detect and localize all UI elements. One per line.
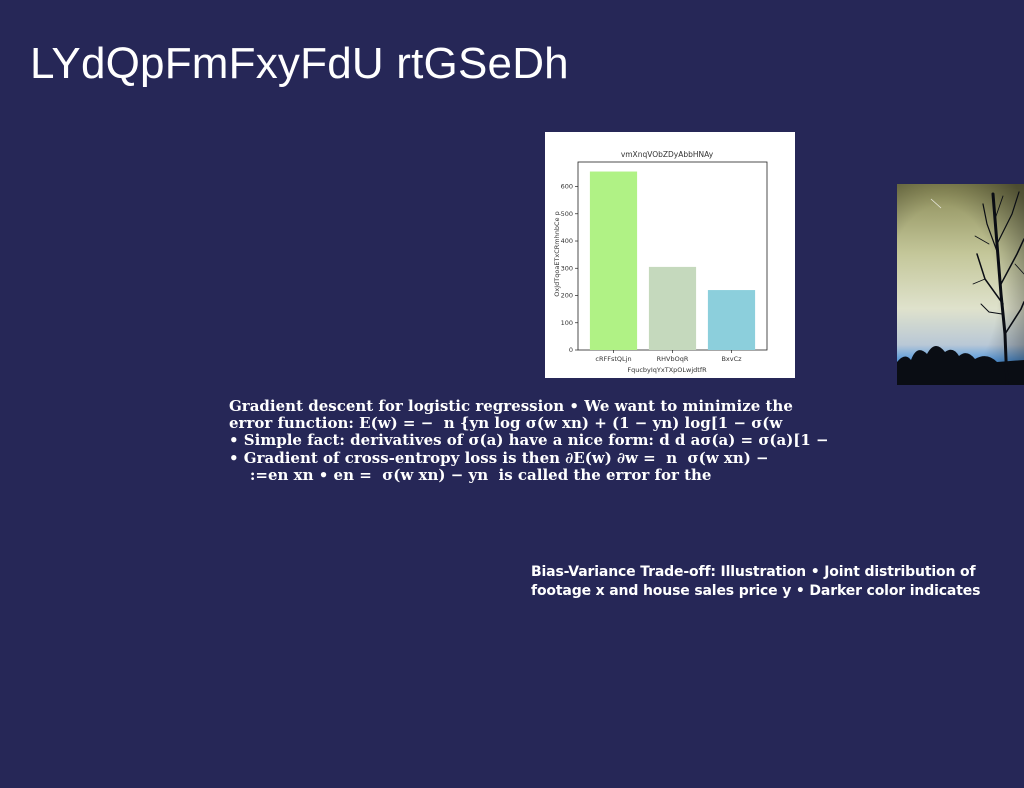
chart-title: vmXnqVObZDyAbbHNAy [621,150,714,159]
slide-title: LYdQpFmFxyFdU rtGSeDh [30,39,569,88]
text-line: • Simple fact: derivatives of σ(a) have … [229,432,829,450]
chart-y-tick-label: 400 [561,237,573,245]
chart-x-tick-label: BxvCz [721,355,742,363]
logistic-regression-text: Gradient descent for logistic regression… [229,398,889,484]
text-line: • Gradient of cross-entropy loss is then… [229,449,769,467]
text-line: Bias-Variance Trade-off: Illustration • … [531,564,976,580]
chart-bar [707,290,756,350]
chart-y-tick-label: 500 [561,210,573,218]
tree-silhouette-photo [897,184,1024,385]
chart-marks: 0 100 200 300 400 500 600 cRFFstQLjn RHVbOqR BxvC… [561,161,768,363]
bar-chart-svg: vmXnqVObZDyAbbHNAy FqucbyIqYxTXpOLwjdtfR… [553,150,768,374]
chart-y-tick-label: 600 [561,183,573,191]
chart-bar [648,266,697,350]
chart-y-tick-label: 200 [561,292,573,300]
chart-y-tick-label: 100 [561,319,573,327]
chart-y-tick-label: 300 [561,264,573,272]
chart-y-tick-label: 0 [569,346,573,354]
bias-variance-text: Bias-Variance Trade-off: Illustration • … [531,563,1021,600]
chart-x-tick-label: cRFFstQLjn [595,355,631,363]
chart-x-tick-label: RHVbOqR [657,355,689,363]
landscape-photo [897,184,1024,385]
text-line: Gradient descent for logistic regression… [229,398,793,415]
bar-chart: vmXnqVObZDyAbbHNAy FqucbyIqYxTXpOLwjdtfR… [545,132,795,378]
chart-y-axis-label: OxJdTqoaETxCRmhnbCe p [553,211,561,296]
text-line: ￼ ￼ ￼￼ ￼ :=en xn • en = ￼ σ(w ￼xn) − yn … [229,466,712,484]
text-line: footage x and house sales price y • Dark… [531,582,981,599]
text-line: error function: E(w) = − ￼ n {yn log σ(w… [229,415,783,433]
chart-bar [589,171,638,350]
chart-x-axis-label: FqucbyIqYxTXpOLwjdtfR [627,366,707,374]
